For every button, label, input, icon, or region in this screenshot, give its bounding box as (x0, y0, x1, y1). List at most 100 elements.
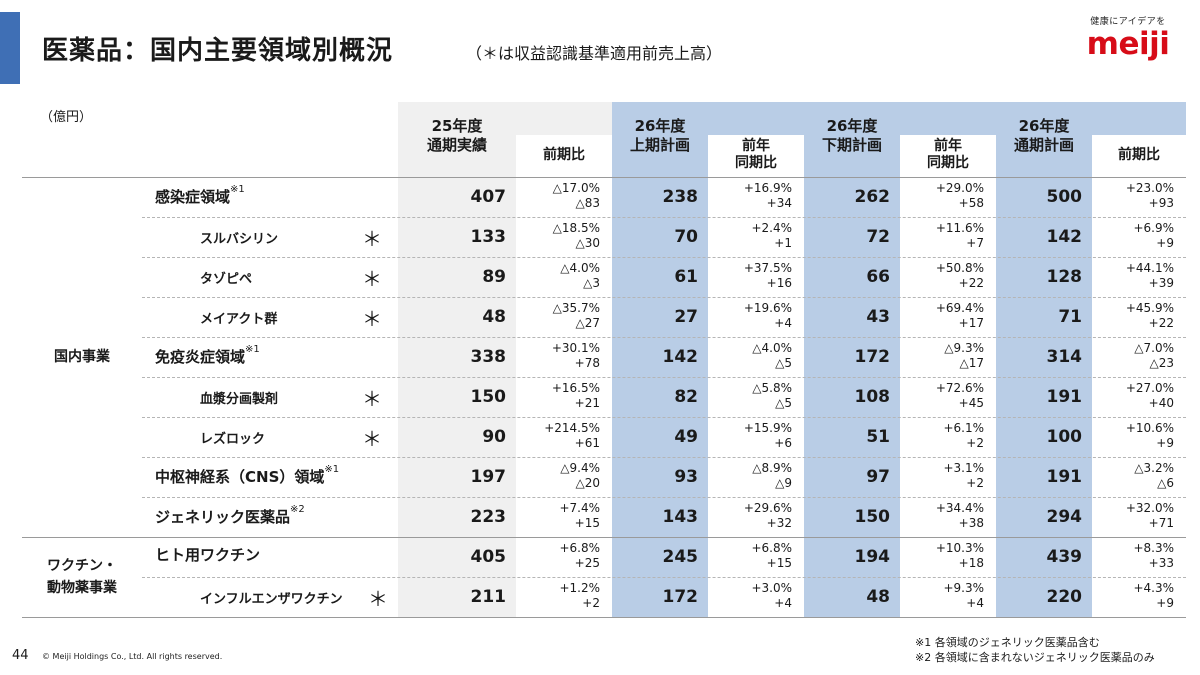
footnote-2: ※2 各領域に含まれないジェネリック医薬品のみ (915, 651, 1155, 664)
fy26-yoy-ratio: +6.9% +9 (1133, 221, 1174, 250)
fy25-yoy-ratio: +7.4% +15 (559, 501, 600, 530)
h1-plan-value: 93 (674, 467, 698, 487)
fy25-actual-value: 150 (470, 387, 507, 407)
h1-plan-value: 245 (662, 547, 699, 567)
fy25-actual-value: 89 (482, 267, 506, 287)
row-label-text: 中枢神経系（CNS）領域 (155, 468, 325, 486)
fy26-yoy-ratio: △7.0% △23 (1134, 341, 1174, 370)
h2-plan-value: 48 (866, 587, 890, 607)
fy26-plan-value: 100 (1046, 427, 1083, 447)
row-label: メイアクト群 (200, 308, 277, 327)
fy26-yoy-ratio: +4.3% +9 (1133, 581, 1174, 610)
row-label-text: タゾピペ (200, 272, 253, 287)
h1-yoy-ratio: △8.9% △9 (752, 461, 792, 490)
h1-plan-column-bg (612, 102, 708, 617)
row-divider (142, 217, 1186, 218)
row-divider (142, 297, 1186, 298)
footnote-1: ※1 各領域のジェネリック医薬品含む (915, 636, 1100, 649)
row-label: レズロック (200, 428, 265, 447)
h1-yoy-ratio: +6.8% +15 (751, 541, 792, 570)
header-fy25-actual: 25年度 通期実績 (426, 117, 487, 154)
fy25-yoy-ratio: △17.0% △83 (552, 181, 600, 210)
fy25-yoy-ratio: +16.5% +21 (551, 381, 600, 410)
fy26-plan-value: 142 (1046, 227, 1083, 247)
h2-plan-value: 72 (866, 227, 890, 247)
header-h1-ratio: 前年 同期比 (735, 138, 777, 171)
h1-yoy-ratio: +2.4% +1 (751, 221, 792, 250)
fy26-plan-value: 220 (1046, 587, 1083, 607)
h1-plan-value: 143 (662, 507, 699, 527)
header-h2-plan: 26年度 下期計画 (821, 117, 882, 154)
fy25-actual-value: 407 (470, 187, 507, 207)
meiji-logo: 健康にアイデアを meiji (1078, 14, 1178, 61)
h2-plan-value: 51 (866, 427, 890, 447)
h2-ratio-header-bg (900, 102, 996, 135)
row-label: ヒト用ワクチン (155, 544, 260, 565)
fy26-yoy-ratio: +8.3% +33 (1133, 541, 1174, 570)
fy25-actual-value: 90 (482, 427, 506, 447)
fy26-yoy-ratio: +27.0% +40 (1125, 381, 1174, 410)
fy25-yoy-ratio: +214.5% +61 (544, 421, 600, 450)
h1-yoy-ratio: +37.5% +16 (743, 261, 792, 290)
h2-yoy-ratio: +50.8% +22 (935, 261, 984, 290)
unit-label: （億円） (40, 110, 93, 125)
fy25-yoy-ratio: △35.7% △27 (552, 301, 600, 330)
fy26-yoy-ratio: +10.6% +9 (1125, 421, 1174, 450)
row-label-text: 血漿分画製剤 (200, 392, 279, 407)
fy26-plan-value: 191 (1046, 467, 1083, 487)
row-divider (142, 337, 1186, 338)
fy25-yoy-ratio: △4.0% △3 (560, 261, 600, 290)
h2-yoy-ratio: △9.3% △17 (944, 341, 984, 370)
row-divider (142, 377, 1186, 378)
header-fy25-ratio: 前期比 (543, 147, 585, 163)
row-divider (22, 537, 1186, 538)
h1-yoy-ratio: △5.8% △5 (752, 381, 792, 410)
row-label: 免疫炎症領域※1 (155, 344, 260, 367)
footnote-marker: ※1 (230, 184, 245, 195)
row-label-text: 感染症領域 (155, 188, 231, 206)
h2-yoy-ratio: +69.4% +17 (935, 301, 984, 330)
fy26-yoy-ratio: +45.9% +22 (1125, 301, 1174, 330)
actual-column-bg (398, 102, 516, 617)
footnote-marker: ※2 (290, 504, 305, 515)
fy25-yoy-ratio: +1.2% +2 (559, 581, 600, 610)
row-label: インフルエンザワクチン (200, 588, 343, 607)
footnote-star: ＊ (362, 227, 382, 251)
actual-ratio-header-bg (516, 102, 612, 135)
fy26-yoy-ratio: △3.2% △6 (1134, 461, 1174, 490)
h1-yoy-ratio: +15.9% +6 (743, 421, 792, 450)
h2-yoy-ratio: +9.3% +4 (943, 581, 984, 610)
footnote-star: ＊ (368, 587, 388, 611)
header-bottom-line (22, 177, 1186, 178)
h2-plan-value: 97 (866, 467, 890, 487)
row-label-text: 免疫炎症領域 (155, 348, 246, 366)
fy25-actual-value: 338 (470, 347, 507, 367)
h2-plan-value: 150 (854, 507, 891, 527)
h2-yoy-ratio: +10.3% +18 (935, 541, 984, 570)
h2-plan-value: 43 (866, 307, 890, 327)
fy26-ratio-header-bg (1092, 102, 1186, 135)
h1-plan-value: 82 (674, 387, 698, 407)
fy26-yoy-ratio: +32.0% +71 (1125, 501, 1174, 530)
h2-plan-value: 66 (866, 267, 890, 287)
fy26-plan-value: 128 (1046, 267, 1083, 287)
h1-yoy-ratio: △4.0% △5 (752, 341, 792, 370)
h1-plan-value: 142 (662, 347, 699, 367)
fy25-actual-value: 48 (482, 307, 506, 327)
row-label-text: スルバシリン (200, 232, 279, 247)
footnote-star: ＊ (362, 427, 382, 451)
row-label: 血漿分画製剤 (200, 388, 278, 407)
fy25-yoy-ratio: +30.1% +78 (551, 341, 600, 370)
fy26-plan-value: 314 (1046, 347, 1083, 367)
fy26-plan-value: 71 (1058, 307, 1082, 327)
row-label-text: レズロック (200, 432, 266, 447)
h1-plan-value: 238 (662, 187, 699, 207)
fy26-yoy-ratio: +23.0% +93 (1125, 181, 1174, 210)
fy25-actual-value: 405 (470, 547, 507, 567)
row-divider (142, 497, 1186, 498)
h1-plan-value: 49 (674, 427, 698, 447)
row-divider (22, 617, 1186, 618)
footnote-star: ＊ (362, 307, 382, 331)
page-title: 医薬品：国内主要領域別概況 (42, 36, 394, 66)
fy25-actual-value: 133 (470, 227, 507, 247)
